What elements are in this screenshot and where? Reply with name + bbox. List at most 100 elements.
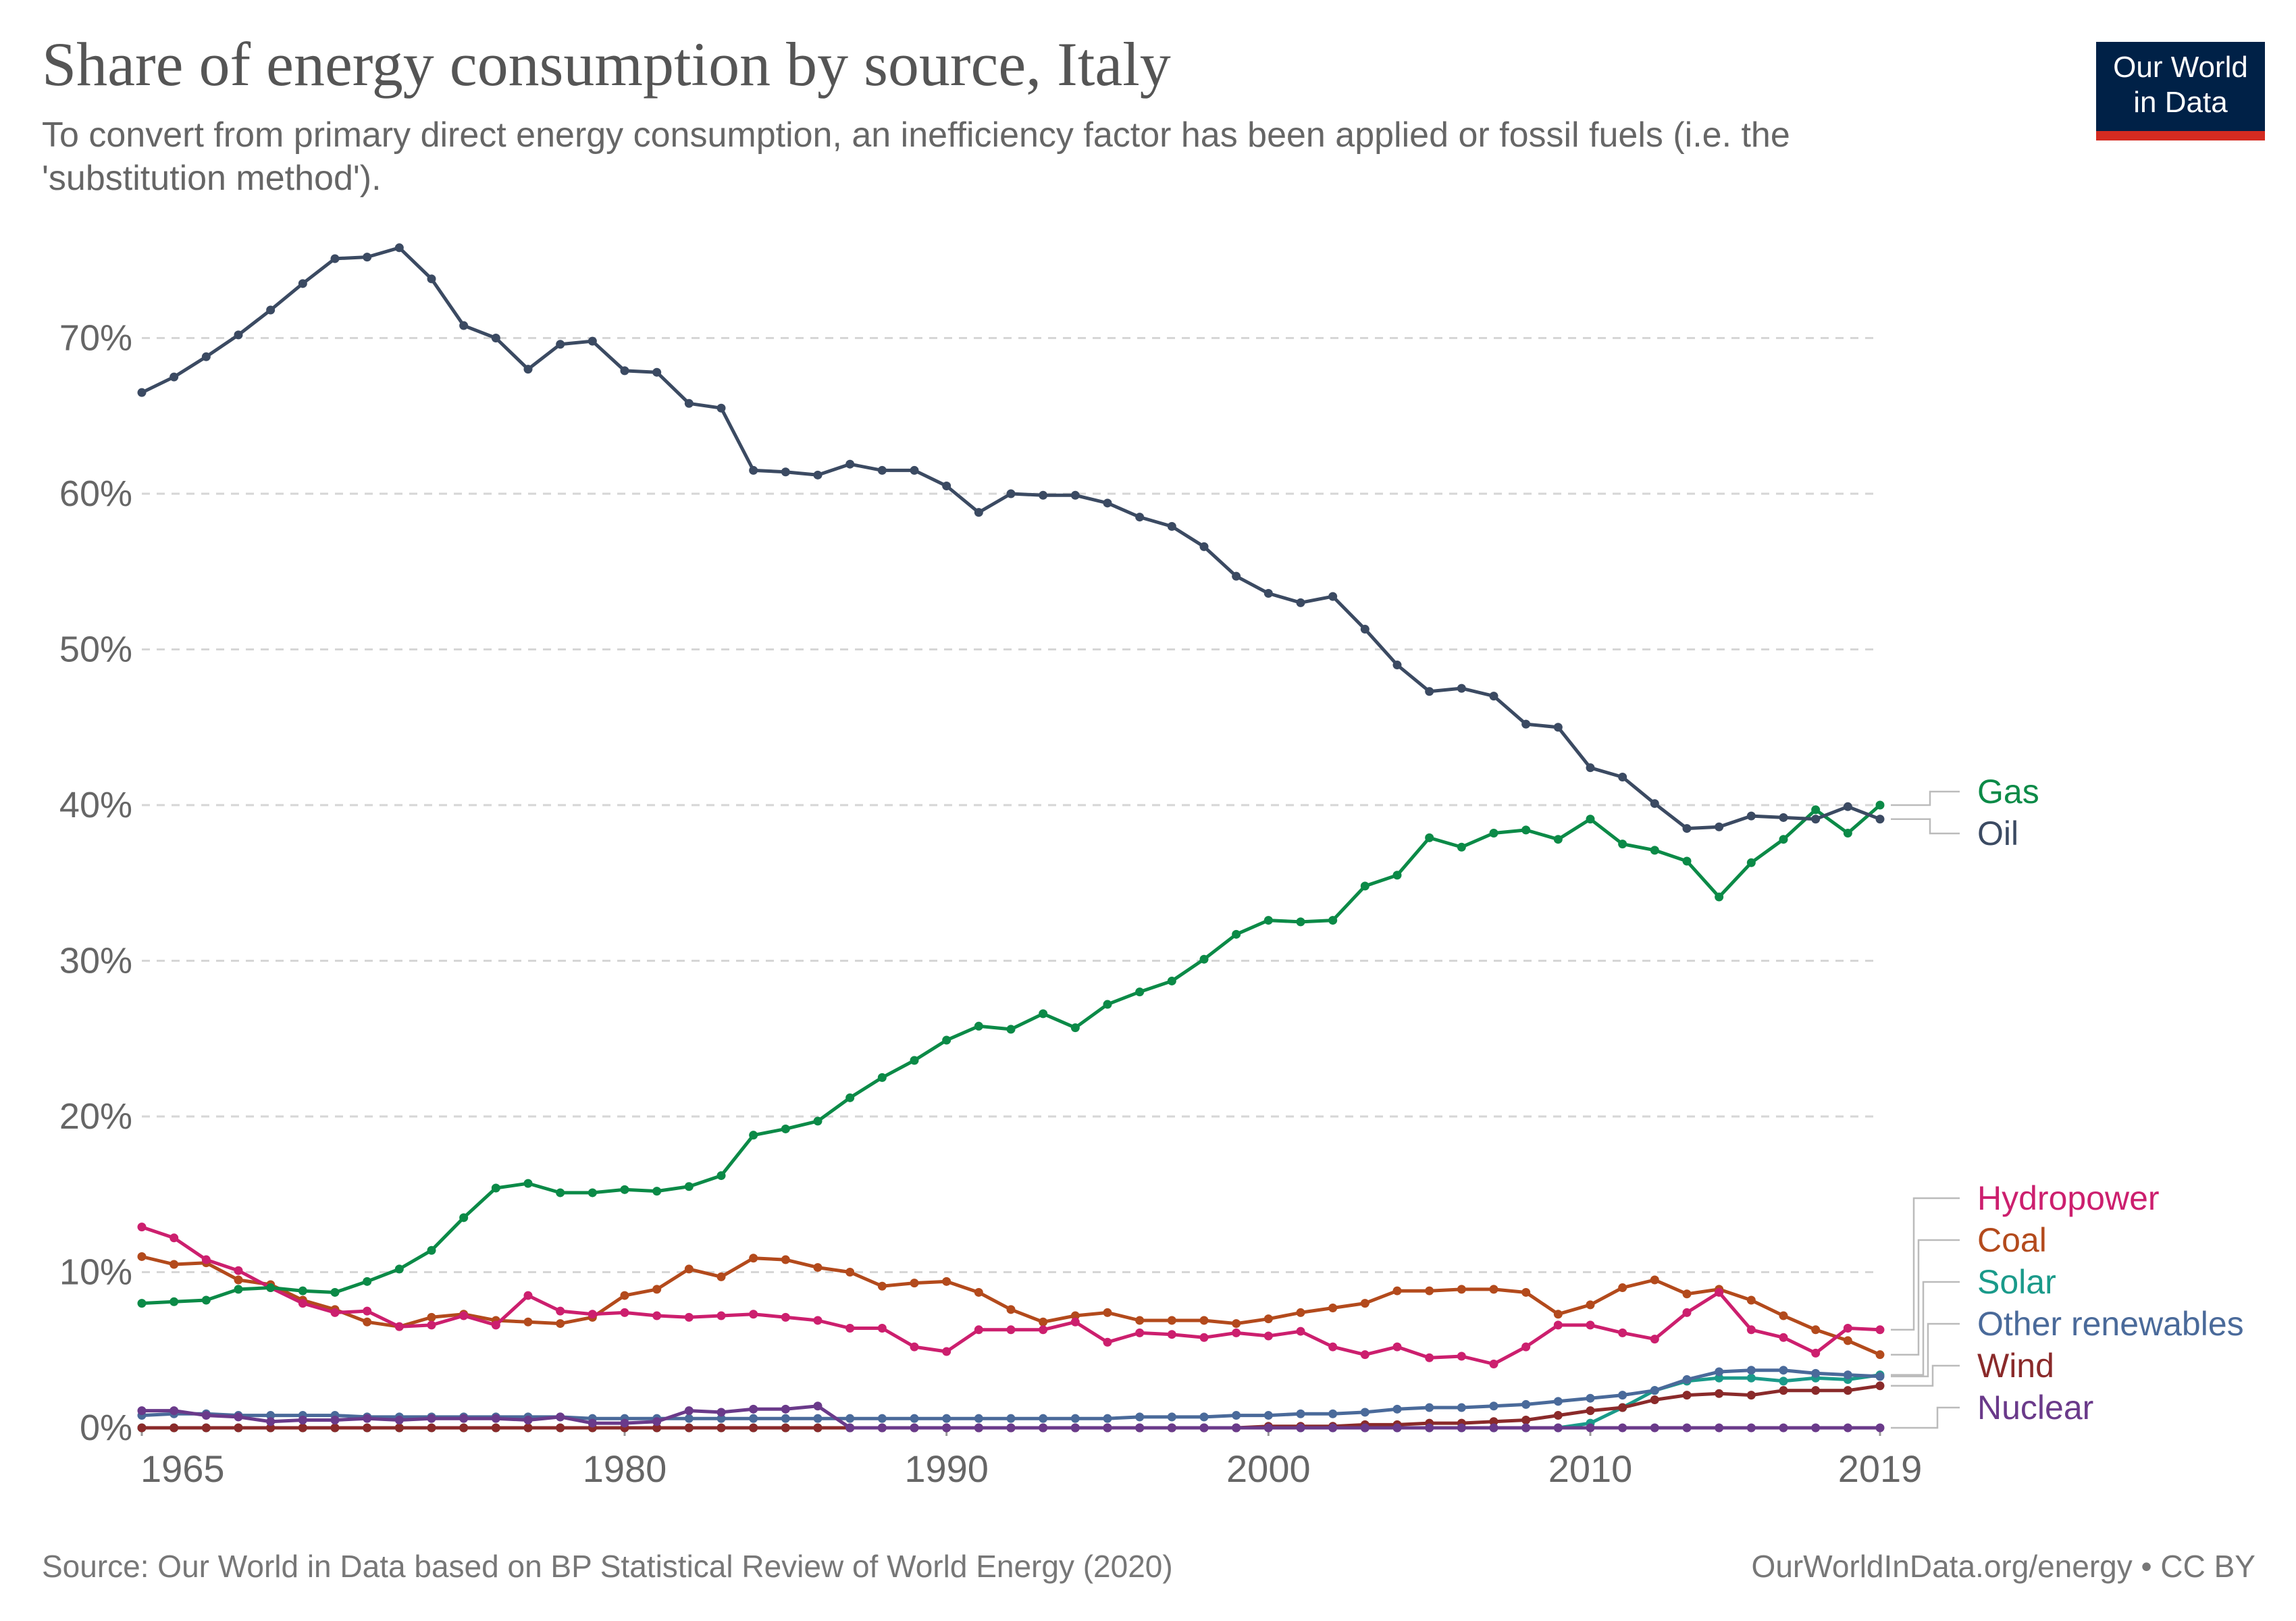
- legend-label-hydropower[interactable]: Hydropower: [1977, 1179, 2160, 1217]
- data-point[interactable]: [169, 1260, 179, 1269]
- data-point[interactable]: [556, 1423, 565, 1433]
- data-point[interactable]: [1263, 1314, 1273, 1324]
- data-point[interactable]: [684, 1414, 694, 1423]
- data-point[interactable]: [845, 1414, 855, 1423]
- data-point[interactable]: [491, 1423, 500, 1433]
- data-point[interactable]: [749, 1131, 758, 1140]
- legend-label-coal[interactable]: Coal: [1977, 1221, 2047, 1259]
- data-point[interactable]: [1392, 871, 1402, 880]
- data-point[interactable]: [1392, 1404, 1402, 1414]
- data-point[interactable]: [363, 1423, 372, 1433]
- data-point[interactable]: [1232, 1411, 1241, 1420]
- data-point[interactable]: [781, 467, 790, 477]
- data-point[interactable]: [877, 465, 887, 475]
- data-point[interactable]: [1521, 719, 1531, 729]
- data-point[interactable]: [877, 1423, 887, 1433]
- data-point[interactable]: [1811, 1348, 1821, 1358]
- data-point[interactable]: [1843, 828, 1852, 838]
- data-point[interactable]: [1875, 1423, 1885, 1433]
- data-point[interactable]: [1489, 1423, 1498, 1433]
- data-point[interactable]: [942, 1347, 951, 1356]
- data-point[interactable]: [1553, 1423, 1563, 1433]
- data-point[interactable]: [877, 1073, 887, 1082]
- data-point[interactable]: [523, 1317, 533, 1327]
- data-point[interactable]: [459, 321, 469, 330]
- data-point[interactable]: [845, 1093, 855, 1102]
- data-point[interactable]: [652, 367, 662, 377]
- legend-label-other-renewables[interactable]: Other renewables: [1977, 1305, 2244, 1343]
- data-point[interactable]: [942, 1277, 951, 1286]
- data-point[interactable]: [1070, 1317, 1080, 1327]
- data-point[interactable]: [1489, 1359, 1498, 1368]
- data-point[interactable]: [716, 403, 726, 413]
- data-point[interactable]: [363, 253, 372, 262]
- data-point[interactable]: [201, 1255, 211, 1264]
- data-point[interactable]: [1425, 1423, 1434, 1433]
- data-point[interactable]: [1489, 1401, 1498, 1411]
- data-point[interactable]: [363, 1317, 372, 1327]
- data-point[interactable]: [1875, 1381, 1885, 1391]
- data-point[interactable]: [1232, 929, 1241, 939]
- data-point[interactable]: [1586, 815, 1595, 824]
- data-point[interactable]: [1682, 1289, 1692, 1299]
- data-point[interactable]: [1586, 1300, 1595, 1310]
- data-point[interactable]: [1199, 954, 1209, 964]
- data-point[interactable]: [1746, 1366, 1756, 1375]
- data-point[interactable]: [1489, 828, 1498, 838]
- data-point[interactable]: [1039, 1317, 1048, 1327]
- data-point[interactable]: [1039, 1423, 1048, 1433]
- data-point[interactable]: [1167, 976, 1176, 985]
- data-point[interactable]: [330, 254, 340, 263]
- data-point[interactable]: [1328, 1342, 1338, 1352]
- data-point[interactable]: [1843, 1323, 1852, 1333]
- series-oil[interactable]: [137, 243, 1885, 833]
- data-point[interactable]: [1135, 987, 1145, 997]
- data-point[interactable]: [1457, 1403, 1466, 1412]
- data-point[interactable]: [1135, 513, 1145, 522]
- data-point[interactable]: [1650, 799, 1659, 808]
- data-point[interactable]: [1715, 1287, 1724, 1297]
- series-gas[interactable]: [137, 800, 1885, 1308]
- legend-label-oil[interactable]: Oil: [1977, 815, 2018, 852]
- data-point[interactable]: [1489, 1417, 1498, 1426]
- data-point[interactable]: [427, 1320, 436, 1330]
- data-point[interactable]: [298, 1299, 307, 1308]
- data-point[interactable]: [974, 1325, 983, 1335]
- data-point[interactable]: [1328, 1423, 1338, 1433]
- data-point[interactable]: [1103, 498, 1112, 508]
- data-point[interactable]: [1811, 1423, 1821, 1433]
- data-point[interactable]: [652, 1285, 662, 1294]
- data-point[interactable]: [813, 1263, 823, 1272]
- data-point[interactable]: [1103, 1308, 1112, 1317]
- data-point[interactable]: [1489, 692, 1498, 701]
- data-point[interactable]: [1779, 813, 1788, 822]
- data-point[interactable]: [1746, 858, 1756, 867]
- data-point[interactable]: [942, 1423, 951, 1433]
- legend-label-solar[interactable]: Solar: [1977, 1263, 2056, 1301]
- data-point[interactable]: [813, 1316, 823, 1325]
- data-point[interactable]: [1715, 892, 1724, 902]
- data-point[interactable]: [459, 1311, 469, 1320]
- data-point[interactable]: [877, 1414, 887, 1423]
- data-point[interactable]: [363, 1306, 372, 1316]
- data-point[interactable]: [1682, 1375, 1692, 1385]
- data-point[interactable]: [1232, 1423, 1241, 1433]
- data-point[interactable]: [1296, 1409, 1305, 1418]
- data-point[interactable]: [1715, 1373, 1724, 1383]
- data-point[interactable]: [523, 1415, 533, 1424]
- data-point[interactable]: [1199, 1333, 1209, 1342]
- data-point[interactable]: [1457, 684, 1466, 693]
- data-point[interactable]: [1843, 1336, 1852, 1345]
- data-point[interactable]: [1006, 1305, 1016, 1314]
- data-point[interactable]: [1875, 1350, 1885, 1360]
- data-point[interactable]: [1682, 1391, 1692, 1400]
- data-point[interactable]: [1135, 1328, 1145, 1337]
- data-point[interactable]: [1586, 1320, 1595, 1330]
- data-point[interactable]: [1650, 846, 1659, 855]
- series-hydropower[interactable]: [137, 1223, 1885, 1368]
- data-point[interactable]: [845, 1268, 855, 1277]
- data-point[interactable]: [1682, 856, 1692, 866]
- data-point[interactable]: [1263, 1423, 1273, 1433]
- data-point[interactable]: [1039, 1325, 1048, 1335]
- data-point[interactable]: [781, 1312, 790, 1322]
